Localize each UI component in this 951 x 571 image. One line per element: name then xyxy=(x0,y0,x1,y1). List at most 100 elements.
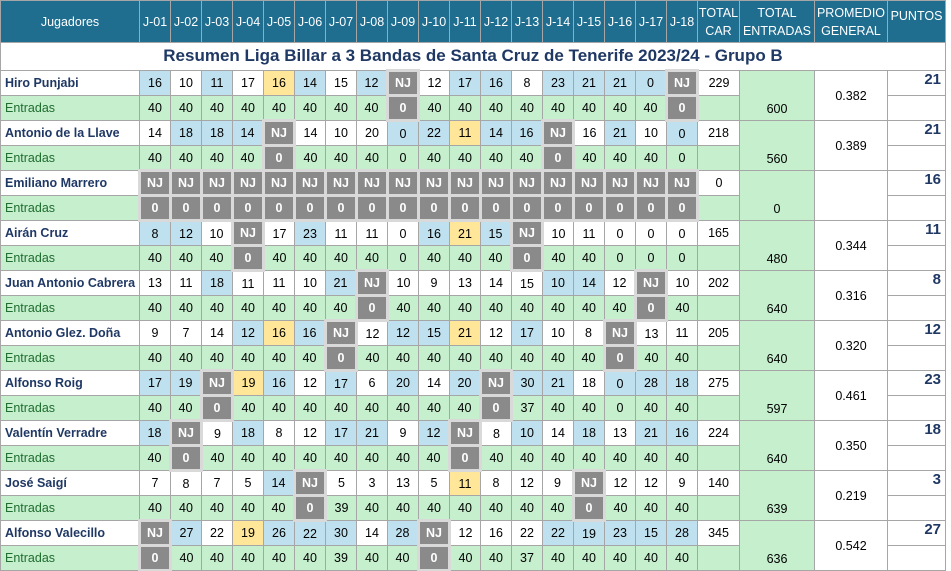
entradas-cell-j17[interactable]: 40 xyxy=(635,545,667,571)
car-cell-j09[interactable]: NJ xyxy=(386,169,420,197)
car-cell-j02[interactable]: 10 xyxy=(170,70,202,96)
total-entradas[interactable]: 597 xyxy=(739,370,815,421)
car-cell-j06[interactable]: 16 xyxy=(294,320,326,346)
entradas-cell-j18[interactable]: 0 xyxy=(666,245,698,271)
entradas-cell-j02[interactable]: 40 xyxy=(170,245,202,271)
entradas-cell-j08[interactable]: 40 xyxy=(356,545,388,571)
entradas-cell-j07[interactable]: 40 xyxy=(325,445,357,471)
car-cell-j16[interactable]: 13 xyxy=(604,420,636,446)
entradas-cell-j15[interactable]: 40 xyxy=(573,245,605,271)
entradas-cell-j13[interactable]: 40 xyxy=(511,445,543,471)
car-cell-j12[interactable]: NJ xyxy=(479,169,513,197)
car-cell-j18[interactable]: 28 xyxy=(666,520,698,546)
entradas-cell-j14[interactable]: 40 xyxy=(542,295,574,321)
header-promedio[interactable]: PROMEDIO GENERAL xyxy=(814,0,888,43)
entradas-cell-j03[interactable]: 40 xyxy=(201,295,233,321)
car-cell-j15[interactable]: 18 xyxy=(573,420,605,446)
car-cell-j16[interactable]: NJ xyxy=(603,319,637,347)
car-cell-j17[interactable]: 15 xyxy=(635,520,667,546)
entradas-cell-j16[interactable]: 0 xyxy=(604,245,636,271)
car-cell-j07[interactable]: 21 xyxy=(325,270,357,296)
car-cell-j13[interactable]: 10 xyxy=(511,420,543,446)
entradas-cell-j15[interactable]: 0 xyxy=(572,194,606,222)
entradas-cell-j03[interactable]: 40 xyxy=(201,345,233,371)
total-car[interactable]: 218 xyxy=(697,120,740,146)
car-cell-j03[interactable]: 10 xyxy=(201,220,233,246)
car-cell-j17[interactable]: 12 xyxy=(635,470,667,496)
entradas-cell-j06[interactable]: 40 xyxy=(294,295,326,321)
entradas-cell-j17[interactable]: 40 xyxy=(635,345,667,371)
entradas-cell-j09[interactable]: 40 xyxy=(387,445,419,471)
entradas-cell-j15[interactable]: 40 xyxy=(573,295,605,321)
car-cell-j18[interactable]: NJ xyxy=(665,69,699,97)
total-car[interactable]: 0 xyxy=(697,170,740,196)
entradas-cell-j09[interactable]: 40 xyxy=(387,545,419,571)
car-cell-j08[interactable]: 11 xyxy=(356,220,388,246)
entradas-cell-j01[interactable]: 40 xyxy=(139,145,171,171)
car-cell-j17[interactable]: 28 xyxy=(635,370,667,396)
car-cell-j10[interactable]: 14 xyxy=(418,370,450,396)
entradas-cell-j18[interactable]: 40 xyxy=(666,395,698,421)
entradas-cell-j05[interactable]: 40 xyxy=(263,345,295,371)
car-cell-j06[interactable]: 14 xyxy=(294,70,326,96)
entradas-cell-j18[interactable]: 0 xyxy=(665,94,699,122)
car-cell-j07[interactable]: NJ xyxy=(324,319,358,347)
entradas-cell-j11[interactable]: 40 xyxy=(449,295,481,321)
header-j18[interactable]: J-18 xyxy=(666,0,698,43)
entradas-cell-j05[interactable]: 40 xyxy=(263,495,295,521)
car-cell-j03[interactable]: 7 xyxy=(201,470,233,496)
car-cell-j15[interactable]: 18 xyxy=(573,370,605,396)
entradas-cell-j04[interactable]: 40 xyxy=(232,545,264,571)
entradas-cell-j10[interactable]: 40 xyxy=(418,395,450,421)
car-cell-j05[interactable]: 11 xyxy=(263,270,295,296)
promedio-general[interactable]: 0.344 xyxy=(814,220,888,271)
car-cell-j03[interactable]: NJ xyxy=(200,169,234,197)
car-cell-j17[interactable]: 10 xyxy=(635,120,667,146)
entradas-cell-j09[interactable]: 0 xyxy=(387,245,419,271)
car-cell-j03[interactable]: 14 xyxy=(201,320,233,346)
car-cell-j10[interactable]: 22 xyxy=(418,120,450,146)
total-car[interactable]: 140 xyxy=(697,470,740,496)
entradas-cell-j17[interactable]: 0 xyxy=(634,194,668,222)
entradas-cell-j14[interactable]: 40 xyxy=(542,345,574,371)
entradas-cell-j12[interactable]: 40 xyxy=(480,545,512,571)
car-cell-j05[interactable]: 16 xyxy=(263,370,295,396)
entradas-cell-j17[interactable]: 40 xyxy=(635,95,667,121)
car-cell-j16[interactable]: 12 xyxy=(604,270,636,296)
entradas-cell-j08[interactable]: 0 xyxy=(355,194,389,222)
car-cell-j15[interactable]: NJ xyxy=(572,169,606,197)
car-cell-j18[interactable]: 10 xyxy=(666,270,698,296)
entradas-cell-j09[interactable]: 40 xyxy=(387,295,419,321)
entradas-cell-j07[interactable]: 0 xyxy=(324,194,358,222)
total-entradas[interactable]: 636 xyxy=(739,520,815,571)
entradas-cell-j03[interactable]: 40 xyxy=(201,95,233,121)
entradas-cell-j09[interactable]: 40 xyxy=(387,395,419,421)
header-j06[interactable]: J-06 xyxy=(294,0,326,43)
car-cell-j10[interactable]: 12 xyxy=(418,420,450,446)
puntos[interactable]: 23 xyxy=(887,370,946,396)
car-cell-j18[interactable]: NJ xyxy=(665,169,699,197)
car-cell-j02[interactable]: NJ xyxy=(169,169,203,197)
car-cell-j04[interactable]: 19 xyxy=(232,520,264,546)
puntos[interactable]: 3 xyxy=(887,470,946,496)
entradas-cell-j05[interactable]: 40 xyxy=(263,445,295,471)
header-j02[interactable]: J-02 xyxy=(170,0,202,43)
car-cell-j12[interactable]: 15 xyxy=(480,220,512,246)
entradas-cell-j06[interactable]: 40 xyxy=(294,345,326,371)
promedio-general[interactable] xyxy=(814,170,888,221)
car-cell-j14[interactable]: 14 xyxy=(542,420,574,446)
entradas-cell-j03[interactable]: 0 xyxy=(200,194,234,222)
car-cell-j18[interactable]: 9 xyxy=(666,470,698,496)
entradas-cell-j06[interactable]: 40 xyxy=(294,545,326,571)
header-j04[interactable]: J-04 xyxy=(232,0,264,43)
entradas-cell-j03[interactable]: 0 xyxy=(200,394,234,422)
entradas-cell-j14[interactable]: 40 xyxy=(542,545,574,571)
car-cell-j07[interactable]: 15 xyxy=(325,70,357,96)
car-cell-j09[interactable]: 13 xyxy=(387,470,419,496)
entradas-cell-j04[interactable]: 40 xyxy=(232,445,264,471)
car-cell-j05[interactable]: 26 xyxy=(263,520,295,546)
entradas-cell-j07[interactable]: 40 xyxy=(325,95,357,121)
entradas-cell-j01[interactable]: 40 xyxy=(139,95,171,121)
car-cell-j13[interactable]: NJ xyxy=(510,219,544,247)
header-j08[interactable]: J-08 xyxy=(356,0,388,43)
